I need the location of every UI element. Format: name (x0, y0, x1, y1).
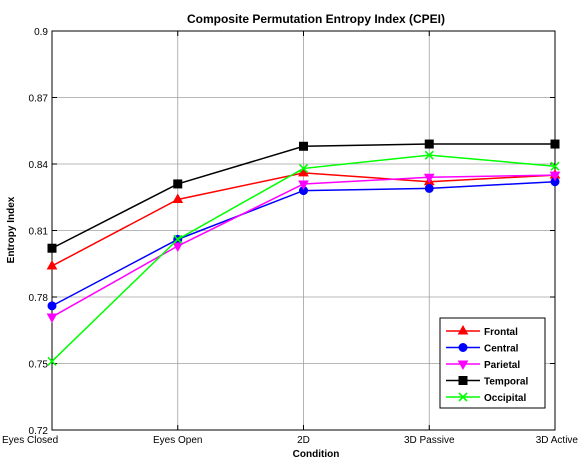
data-point-temporal (550, 139, 560, 149)
data-point-frontal (172, 193, 184, 203)
legend-item-frontal: Frontal (446, 324, 518, 338)
data-point-occipital (550, 161, 560, 171)
y-tick-label: 0.84 (29, 160, 49, 171)
legend-box (439, 317, 546, 409)
data-point-parietal (298, 180, 309, 190)
legend-marker-occipital (458, 392, 468, 402)
y-tick-label: 0.72 (29, 426, 49, 437)
y-tick-label: 0.75 (29, 360, 49, 371)
data-point-temporal (47, 243, 57, 253)
data-point-occipital (47, 356, 57, 366)
data-point-central (47, 301, 57, 311)
data-point-parietal (549, 171, 561, 182)
x-tick-label: 2D (297, 435, 310, 446)
x-axis-label: Condition (293, 449, 340, 459)
legend-label-parietal: Parietal (484, 360, 520, 371)
y-tick-label: 0.78 (29, 293, 49, 304)
y-tick-label: 0.87 (29, 94, 49, 105)
legend-item-parietal: Parietal (446, 360, 520, 371)
x-tick-label: 3D Passive (404, 435, 455, 446)
legend-marker-parietal (457, 360, 469, 371)
data-point-parietal (46, 313, 58, 323)
legend-marker-central (458, 343, 468, 352)
data-point-occipital (173, 234, 183, 244)
data-point-occipital (298, 163, 309, 173)
legend-label-occipital: Occipital (484, 393, 526, 404)
series-occipital (47, 150, 560, 366)
data-point-frontal (298, 166, 309, 177)
data-point-frontal (46, 259, 58, 270)
legend-label-temporal: Temporal (484, 377, 528, 388)
legend-item-central: Central (446, 343, 519, 355)
x-tick-label: 3D Active (536, 435, 579, 446)
grid (52, 31, 555, 430)
legend-item-occipital: Occipital (446, 392, 526, 404)
axis-ticks: Eyes Closed Eyes Open 2D 3D Passive 3D Activ… (2, 27, 578, 446)
data-point-temporal (424, 139, 434, 149)
legend-item-temporal: Temporal (446, 376, 528, 388)
y-tick-label: 0.9 (34, 27, 48, 38)
legend-marker-temporal (458, 376, 468, 385)
legend-marker-frontal (457, 324, 469, 335)
y-axis-label: Entropy Index (6, 196, 17, 263)
series-temporal (47, 139, 560, 253)
chart-title: Composite Permutation Entropy Index (CPE… (187, 12, 445, 26)
data-point-parietal (423, 173, 435, 184)
legend-label-central: Central (484, 344, 519, 355)
series-group (46, 139, 561, 366)
y-tick-label: 0.81 (29, 227, 49, 238)
x-tick-label: Eyes Open (153, 435, 202, 446)
x-tick-label: Eyes Closed (2, 435, 58, 446)
series-central (47, 177, 560, 311)
data-point-occipital (424, 150, 434, 160)
legend-label-frontal: Frontal (484, 327, 518, 338)
legend: Frontal Central Parietal Temporal Occipital (439, 317, 546, 409)
data-point-central (424, 183, 434, 193)
data-point-parietal (172, 242, 184, 253)
data-point-temporal (173, 179, 183, 189)
series-parietal (46, 171, 561, 323)
data-point-temporal (299, 141, 308, 151)
